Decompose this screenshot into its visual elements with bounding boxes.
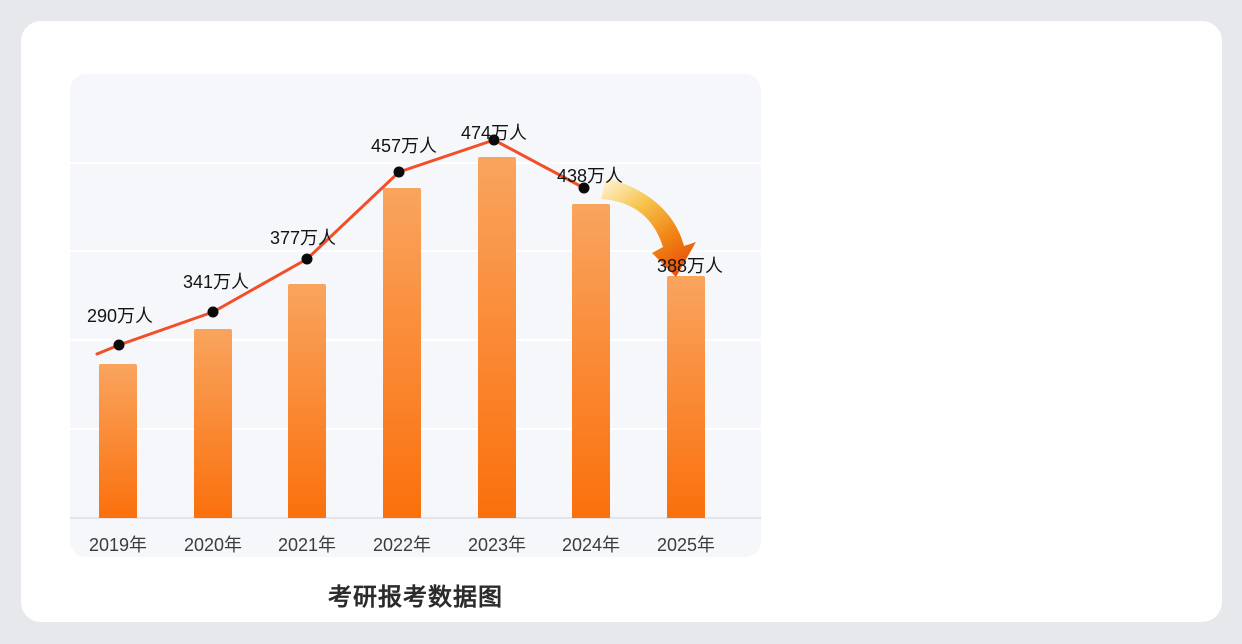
bar-2020 (194, 329, 232, 518)
x-axis-tick-2024: 2024年 (561, 535, 621, 555)
x-axis-tick-2021: 2021年 (277, 535, 337, 555)
x-axis-tick-2022: 2022年 (372, 535, 432, 555)
chart-title: 考研报考数据图 (328, 584, 503, 611)
value-label-2022: 457万人 (370, 136, 438, 156)
x-axis-tick-2020: 2020年 (183, 535, 243, 555)
value-label-2024: 438万人 (556, 166, 624, 186)
bar-2021 (288, 284, 326, 518)
x-axis-tick-2023: 2023年 (467, 535, 527, 555)
data-point-dot-2020 (207, 306, 219, 318)
bar-2023 (478, 157, 516, 518)
bar-2022 (383, 188, 421, 518)
value-label-2025: 388万人 (656, 256, 724, 276)
x-axis-line (70, 517, 761, 519)
chart-panel: 290万人 341万人 377万人 457万人 474万人 438万人 388万… (70, 74, 761, 557)
value-label-2020: 341万人 (182, 272, 250, 292)
bar-2024 (572, 204, 610, 518)
value-label-2019: 290万人 (86, 306, 154, 326)
x-axis-tick-2019: 2019年 (88, 535, 148, 555)
bar-2019 (99, 364, 137, 518)
chart-card: 290万人 341万人 377万人 457万人 474万人 438万人 388万… (21, 21, 1222, 622)
value-label-2021: 377万人 (269, 228, 337, 248)
data-point-dot-2022 (393, 166, 405, 178)
bar-2025 (667, 276, 705, 518)
gridline (70, 162, 761, 164)
x-axis-tick-2025: 2025年 (656, 535, 716, 555)
data-point-dot-2021 (301, 253, 313, 265)
value-label-2023: 474万人 (460, 123, 528, 143)
data-point-dot-2019 (113, 339, 125, 351)
